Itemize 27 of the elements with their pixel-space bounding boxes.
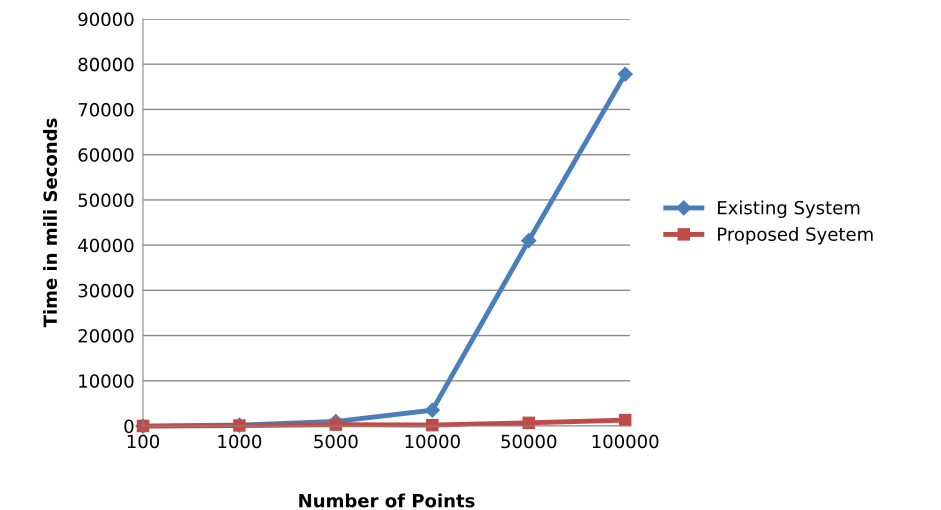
point	[618, 414, 632, 426]
y-axis-title: Time in mili Seconds	[43, 118, 58, 328]
y-tick-label: 0	[124, 419, 134, 434]
legend-label: Existing System	[718, 200, 860, 218]
x-tick-label: 50000	[501, 434, 556, 448]
y-tick-label: 30000	[78, 284, 134, 298]
x-tick-label: 10000	[406, 434, 460, 448]
y-tick-label: 20000	[78, 329, 134, 343]
point	[521, 233, 536, 248]
y-tick-label: 40000	[78, 238, 134, 252]
y-tick-label: 60000	[78, 148, 134, 162]
x-tick-label: 1000	[218, 434, 262, 448]
point	[522, 416, 535, 430]
y-tick-label: 80000	[78, 58, 134, 72]
legend-label: Proposed Syetem	[718, 227, 873, 244]
y-tick-label: 10000	[79, 374, 134, 388]
x-tick-label: 100	[128, 434, 160, 448]
y-tick-label: 50000	[78, 193, 134, 208]
y-tick-label: 90000	[78, 12, 134, 26]
point	[424, 402, 440, 418]
x-tick-label: 100000	[592, 434, 658, 448]
point	[330, 418, 342, 431]
point	[426, 418, 439, 432]
point	[618, 66, 633, 82]
x-axis-title: Number of Points	[299, 493, 475, 508]
x-tick-label: 5000	[314, 434, 358, 448]
y-tick-label: 70000	[78, 102, 134, 117]
